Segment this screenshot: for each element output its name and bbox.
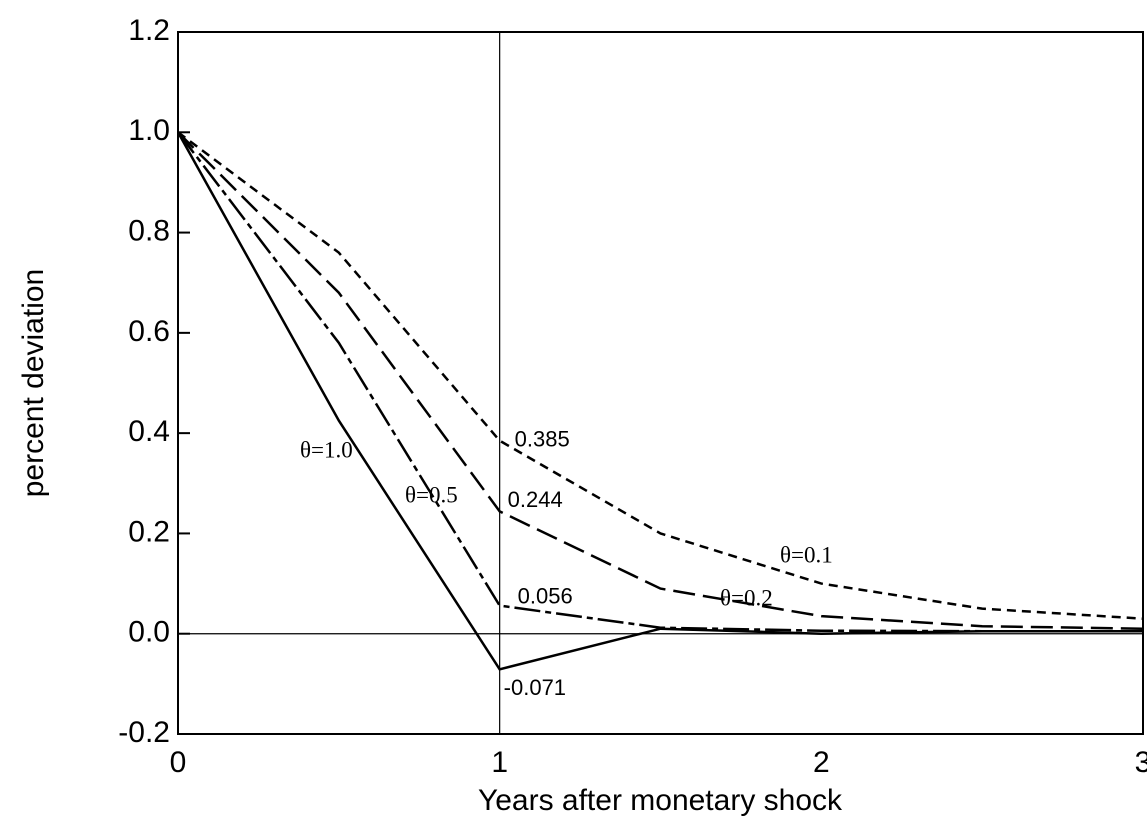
data-label: 0.056 (518, 583, 573, 608)
y-tick-label: 0.4 (128, 415, 170, 448)
y-tick-label: 0.6 (128, 315, 170, 348)
x-axis-title: Years after monetary shock (478, 784, 843, 817)
y-tick-label: 1.0 (128, 114, 170, 147)
series-line (177, 131, 1144, 630)
series-label: θ=0.5 (405, 482, 458, 507)
y-tick-label: -0.2 (118, 716, 170, 749)
series-label: θ=0.1 (780, 542, 833, 567)
data-label: -0.071 (504, 675, 566, 700)
series-line (177, 131, 1144, 620)
y-tick-label: 0.2 (128, 515, 170, 548)
data-label: 0.385 (515, 426, 570, 451)
series-label: θ=0.2 (720, 585, 773, 610)
y-tick-label: 0.8 (128, 214, 170, 247)
x-tick-label: 2 (813, 746, 830, 779)
x-tick-label: 3 (1135, 746, 1147, 779)
plot-frame (177, 31, 1144, 735)
x-tick-label: 0 (170, 746, 187, 779)
y-axis-title: percent deviation (17, 269, 50, 498)
series-label: θ=1.0 (300, 437, 353, 462)
data-label: 0.244 (508, 487, 563, 512)
series-line (177, 131, 1143, 633)
y-tick-label: 1.2 (128, 14, 170, 47)
x-tick-label: 1 (491, 746, 508, 779)
y-tick-label: 0.0 (128, 616, 170, 649)
